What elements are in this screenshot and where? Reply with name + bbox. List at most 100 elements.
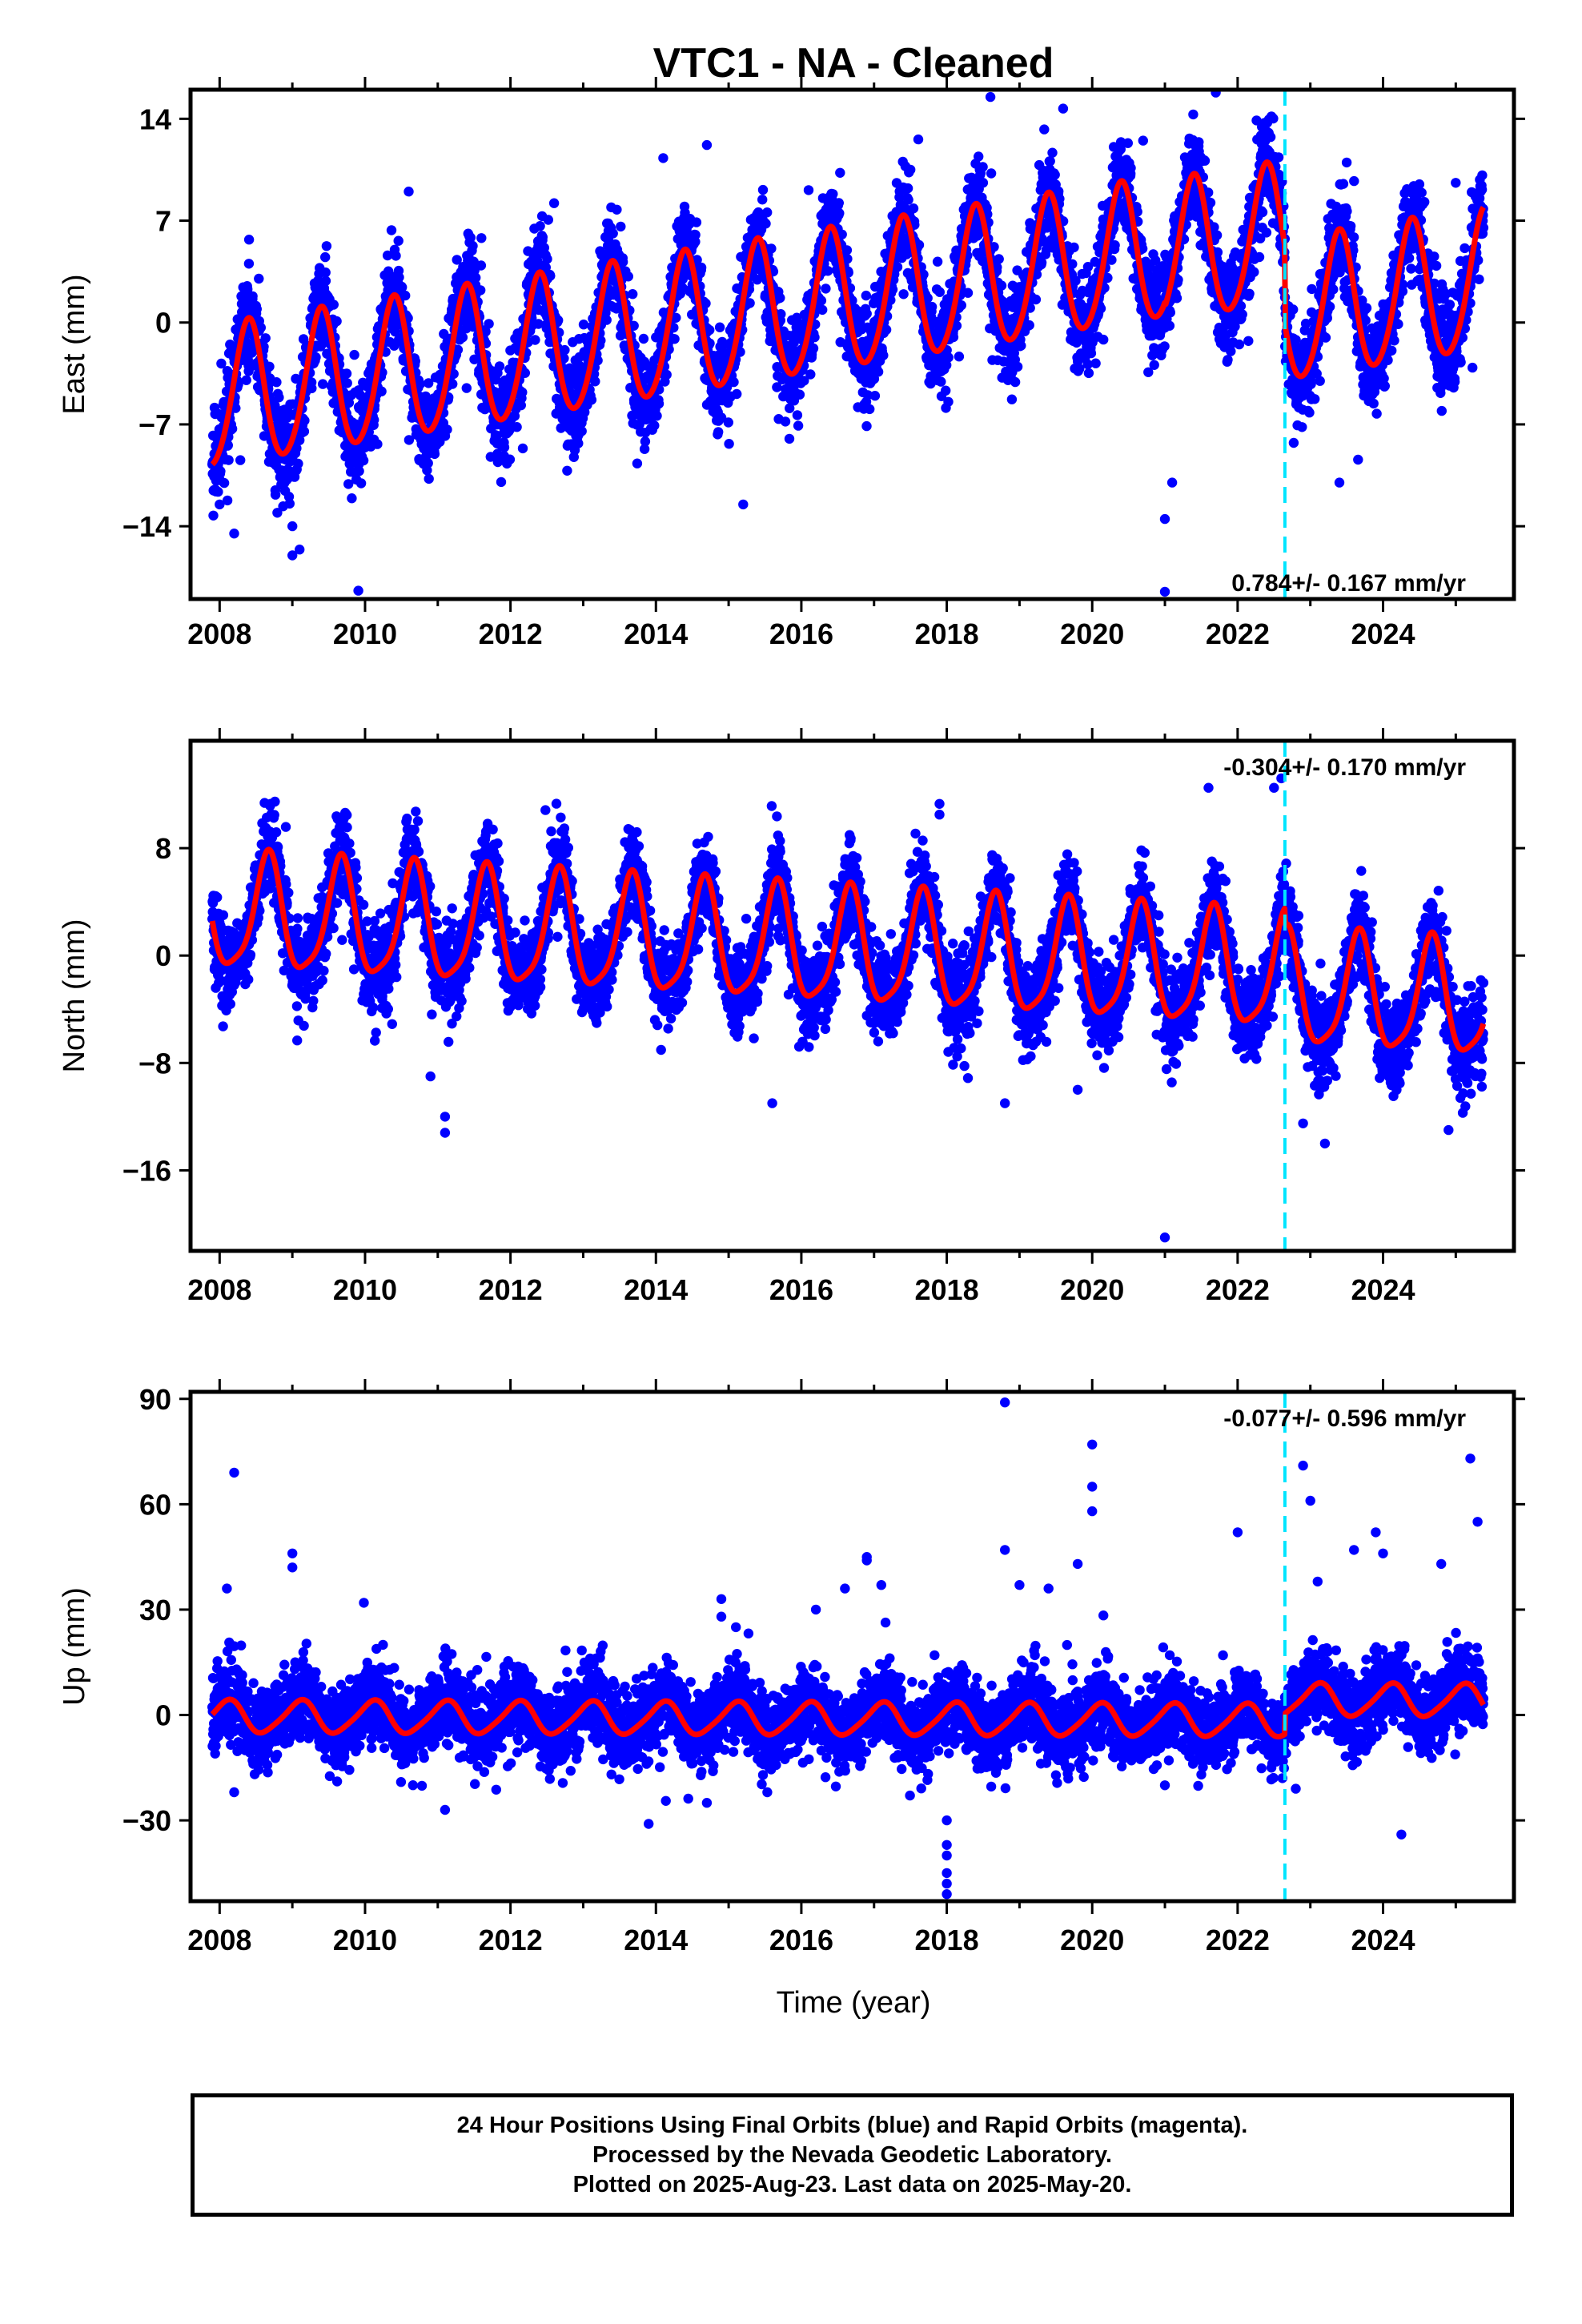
data-point bbox=[496, 476, 507, 488]
data-point bbox=[530, 335, 540, 345]
data-point bbox=[465, 232, 476, 243]
data-point bbox=[878, 350, 889, 360]
data-point bbox=[948, 332, 959, 343]
data-point bbox=[873, 367, 884, 377]
data-point bbox=[1069, 242, 1079, 253]
data-point bbox=[231, 403, 241, 413]
data-point bbox=[784, 433, 795, 444]
data-point bbox=[559, 353, 569, 364]
data-point bbox=[353, 585, 363, 596]
data-point bbox=[291, 443, 302, 453]
data-point bbox=[954, 352, 965, 362]
data-point bbox=[1164, 320, 1175, 331]
data-point bbox=[499, 442, 510, 452]
data-point bbox=[943, 352, 954, 363]
data-point bbox=[1024, 320, 1034, 331]
data-point bbox=[299, 415, 310, 426]
data-point bbox=[661, 369, 672, 380]
data-point bbox=[1045, 156, 1055, 167]
data-point bbox=[393, 235, 404, 246]
data-point bbox=[908, 203, 919, 214]
data-point bbox=[776, 309, 786, 320]
data-point bbox=[761, 219, 771, 229]
data-point bbox=[320, 251, 331, 263]
data-point bbox=[932, 256, 943, 267]
data-point bbox=[243, 235, 255, 245]
data-point bbox=[809, 332, 820, 343]
data-point bbox=[341, 368, 352, 379]
data-point bbox=[452, 344, 464, 355]
data-point bbox=[320, 275, 331, 286]
data-point bbox=[996, 280, 1007, 291]
data-point bbox=[260, 333, 271, 344]
data-point bbox=[934, 287, 946, 297]
data-point bbox=[1039, 124, 1050, 135]
data-point bbox=[394, 272, 404, 283]
data-point bbox=[397, 282, 408, 292]
data-point bbox=[1159, 341, 1170, 352]
data-point bbox=[400, 290, 411, 301]
data-point bbox=[799, 376, 809, 386]
data-point bbox=[652, 411, 662, 421]
data-point bbox=[271, 377, 282, 388]
data-point bbox=[540, 262, 551, 273]
data-point bbox=[415, 379, 425, 389]
data-point bbox=[372, 439, 383, 449]
data-point bbox=[898, 289, 909, 300]
data-point bbox=[601, 315, 612, 325]
data-point bbox=[376, 386, 387, 396]
data-point bbox=[573, 438, 584, 448]
data-point bbox=[476, 260, 487, 271]
data-point bbox=[592, 355, 603, 366]
data-point bbox=[429, 448, 440, 460]
data-point bbox=[1194, 137, 1204, 147]
data-point bbox=[671, 312, 681, 323]
data-point bbox=[494, 361, 505, 372]
data-point bbox=[442, 424, 452, 435]
data-point bbox=[757, 184, 769, 195]
data-point bbox=[448, 379, 458, 389]
data-point bbox=[251, 304, 262, 315]
data-point bbox=[903, 195, 913, 205]
data-point bbox=[235, 455, 246, 465]
data-point bbox=[1098, 334, 1109, 345]
data-point bbox=[951, 320, 962, 331]
data-point bbox=[545, 271, 556, 281]
data-point bbox=[794, 389, 805, 400]
data-point bbox=[354, 466, 364, 476]
data-point bbox=[808, 343, 819, 354]
data-point bbox=[690, 230, 701, 240]
data-point bbox=[978, 162, 988, 172]
data-point bbox=[628, 320, 639, 331]
data-point bbox=[913, 239, 925, 251]
data-point bbox=[492, 456, 503, 468]
data-point bbox=[757, 195, 768, 205]
data-point bbox=[865, 404, 875, 415]
data-point bbox=[978, 178, 989, 188]
data-point bbox=[537, 231, 548, 243]
data-point bbox=[243, 259, 255, 269]
data-point bbox=[723, 417, 733, 428]
data-point bbox=[705, 324, 715, 336]
data-point bbox=[1110, 240, 1120, 251]
data-point bbox=[869, 391, 881, 401]
data-point bbox=[468, 240, 478, 251]
data-point bbox=[293, 458, 303, 469]
data-point bbox=[578, 320, 589, 330]
data-point bbox=[714, 322, 725, 332]
data-point bbox=[328, 300, 339, 310]
data-point bbox=[448, 368, 459, 380]
data-point bbox=[222, 495, 233, 506]
data-point bbox=[1106, 255, 1117, 265]
data-point bbox=[576, 426, 587, 436]
data-point bbox=[342, 378, 352, 388]
data-point bbox=[299, 426, 310, 436]
data-point bbox=[994, 254, 1004, 264]
data-point bbox=[1171, 293, 1182, 304]
data-point bbox=[219, 477, 230, 489]
data-point bbox=[772, 382, 782, 392]
data-point bbox=[216, 412, 227, 423]
data-point bbox=[792, 312, 802, 323]
data-point bbox=[247, 291, 258, 302]
data-point bbox=[476, 285, 486, 296]
